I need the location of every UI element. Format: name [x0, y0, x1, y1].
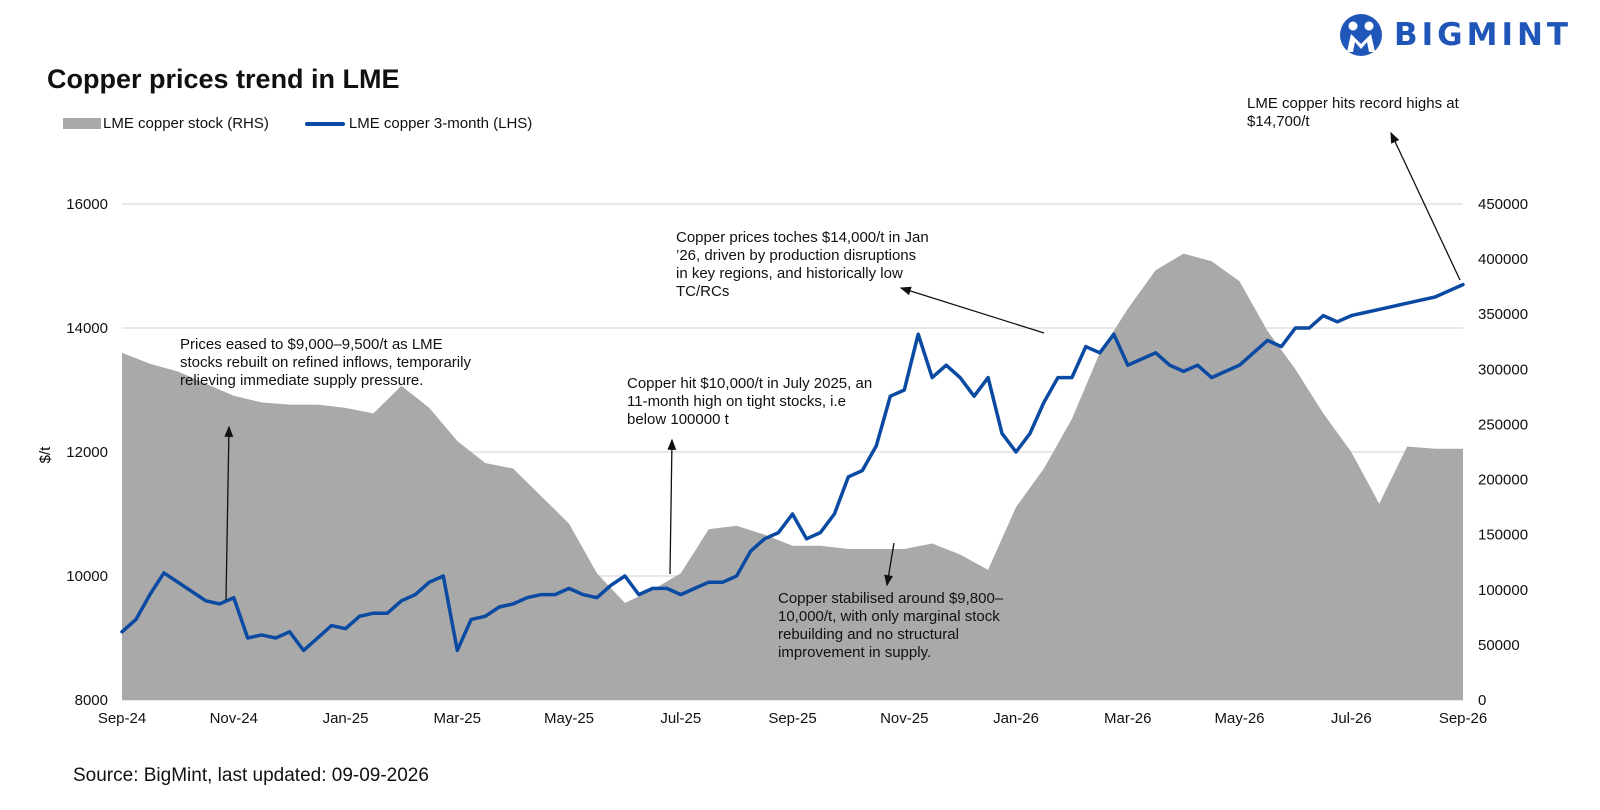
- y-axis-label: $/t: [37, 446, 54, 464]
- y-tick-label: 12000: [66, 444, 108, 461]
- y2-tick-label: 150000: [1478, 527, 1528, 544]
- x-tick-label: Jul-25: [660, 710, 701, 727]
- y2-tick-label: 100000: [1478, 582, 1528, 599]
- x-tick-label: Jan-25: [323, 710, 369, 727]
- annotation-stabilised: Copper stabilised around $9,800–10,000/t…: [778, 590, 1004, 661]
- legend-price-label: LME copper 3-month (LHS): [348, 115, 533, 132]
- annotation-arrowhead: [1390, 131, 1400, 144]
- price-line-series: [120, 282, 1465, 653]
- x-tick-label: Jul-26: [1331, 710, 1372, 727]
- x-tick-label: May-26: [1214, 710, 1264, 727]
- annotation-arrow: [1390, 132, 1461, 281]
- annotation-arrowhead: [884, 574, 893, 587]
- y2-tick-label: 200000: [1478, 472, 1528, 489]
- annotation-prices-eased: Prices eased to $9,000–9,500/t as LME st…: [180, 336, 471, 389]
- y-tick-label: 14000: [66, 320, 108, 337]
- y2-tick-label: 300000: [1478, 361, 1528, 378]
- y2-tick-label: 50000: [1478, 637, 1520, 654]
- y-tick-label: 8000: [75, 692, 108, 709]
- x-tick-label: Sep-25: [768, 710, 816, 727]
- annotation-arrow: [225, 426, 230, 601]
- x-tick-label: Mar-25: [433, 710, 481, 727]
- x-tick-label: Nov-24: [210, 710, 258, 727]
- y2-tick-label: 0: [1478, 692, 1486, 709]
- annotation-arrowhead: [224, 425, 234, 437]
- x-tick-label: Jan-26: [993, 710, 1039, 727]
- bigmint-logo-icon: [1340, 14, 1382, 56]
- annotation-record-high: LME copper hits record highs at $14,700/…: [1247, 95, 1459, 130]
- x-tick-label: Nov-25: [880, 710, 928, 727]
- y-tick-label: 16000: [66, 196, 108, 213]
- axis-labels: 8000 10000 12000 14000 16000 0 50000 100000 1500…: [66, 196, 1528, 727]
- annotation-arrow: [900, 287, 1045, 334]
- bigmint-logo: BIGMINT: [1338, 12, 1572, 58]
- y-tick-label: 10000: [66, 568, 108, 585]
- annotation-arrowhead: [899, 286, 912, 296]
- y2-tick-label: 350000: [1478, 306, 1528, 323]
- chart-title: Copper prices trend in LME: [47, 64, 400, 94]
- legend: LME copper stock (RHS) LME copper 3-mont…: [63, 115, 532, 132]
- annotation-jan-26-peak: Copper prices toches $14,000/t in Jan ’2…: [676, 229, 929, 300]
- legend-price-swatch: [304, 121, 345, 126]
- y2-tick-label: 250000: [1478, 416, 1528, 433]
- y2-tick-label: 450000: [1478, 196, 1528, 213]
- annotation-arrowhead: [667, 438, 677, 450]
- x-tick-label: Sep-26: [1439, 710, 1487, 727]
- x-tick-label: Sep-24: [98, 710, 146, 727]
- annotation-arrows: [224, 131, 1461, 601]
- logo-text: BIGMINT: [1394, 17, 1573, 53]
- source-note: Source: BigMint, last updated: 09-09-202…: [73, 765, 429, 786]
- x-tick-label: May-25: [544, 710, 594, 727]
- legend-stock-swatch: [63, 118, 101, 129]
- x-tick-label: Mar-26: [1104, 710, 1152, 727]
- legend-stock-label: LME copper stock (RHS): [103, 115, 269, 132]
- y2-tick-label: 400000: [1478, 251, 1528, 268]
- annotation-july-2025-high: Copper hit $10,000/t in July 2025, an 11…: [627, 375, 873, 428]
- annotation-arrow: [669, 439, 673, 575]
